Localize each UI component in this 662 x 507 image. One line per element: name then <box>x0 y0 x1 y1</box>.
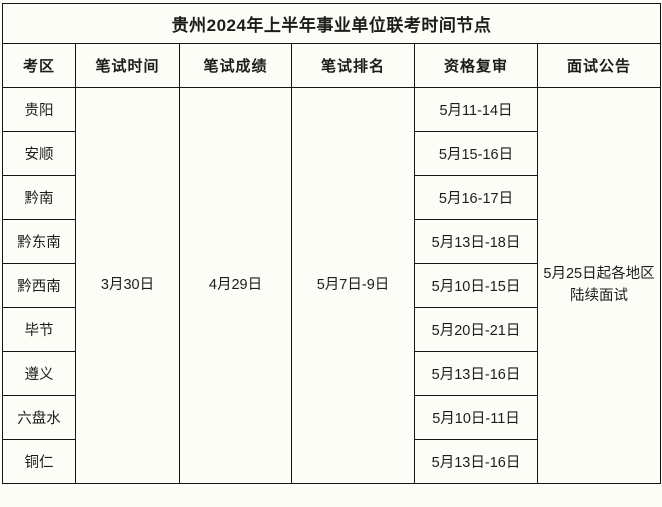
region-cell: 黔东南 <box>2 219 76 264</box>
table-row: 黔西南 5月10日-15日 <box>2 263 661 308</box>
table-row: 六盘水 5月10日-11日 <box>2 395 661 440</box>
qualification-review-cell: 5月10日-15日 <box>414 263 538 308</box>
table-row: 黔南 5月16-17日 <box>2 175 661 220</box>
column-header-interview-notice: 面试公告 <box>536 43 662 88</box>
written-exam-ranking-cell: 5月7日-9日 <box>291 87 415 484</box>
region-cell: 黔西南 <box>2 263 76 308</box>
qualification-review-cell: 5月13日-18日 <box>414 219 538 264</box>
column-header-written-exam-time: 笔试时间 <box>75 43 180 88</box>
interview-notice-cell: 5月25日起各地区陆续面试 <box>536 87 662 484</box>
table-row: 安顺 5月15-16日 <box>2 131 661 176</box>
region-cell: 六盘水 <box>2 395 76 440</box>
region-cell: 黔南 <box>2 175 76 220</box>
region-cell: 铜仁 <box>2 439 76 484</box>
table-row: 贵阳 3月30日 4月29日 5月7日-9日 5月11-14日 5月25日起各地… <box>2 87 662 484</box>
written-exam-score-cell: 4月29日 <box>179 87 292 484</box>
table-row: 毕节 5月20日-21日 <box>2 307 661 352</box>
qualification-review-cell: 5月11-14日 <box>414 87 538 132</box>
qualification-review-cell: 5月13日-16日 <box>414 439 538 484</box>
region-cell: 贵阳 <box>2 87 76 132</box>
header-row: 考区 笔试时间 笔试成绩 笔试排名 资格复审 面试公告 <box>2 43 662 88</box>
column-header-region: 考区 <box>2 43 76 88</box>
table-title: 贵州2024年上半年事业单位联考时间节点 <box>1 3 662 44</box>
qualification-review-cell: 5月20日-21日 <box>414 307 538 352</box>
qualification-review-cell: 5月15-16日 <box>414 131 538 176</box>
qualification-review-cell: 5月10日-11日 <box>414 395 538 440</box>
region-cell: 安顺 <box>2 131 76 176</box>
table-row: 遵义 5月13日-16日 <box>2 351 661 396</box>
table-row: 铜仁 5月13日-16日 <box>2 439 661 484</box>
column-header-written-exam-ranking: 笔试排名 <box>291 43 415 88</box>
column-header-qualification-review: 资格复审 <box>414 43 538 88</box>
region-cell: 遵义 <box>2 351 76 396</box>
exam-schedule-table: 贵州2024年上半年事业单位联考时间节点 考区 笔试时间 笔试成绩 笔试排名 资… <box>1 3 662 484</box>
title-row: 贵州2024年上半年事业单位联考时间节点 <box>1 3 662 44</box>
qualification-review-cell: 5月16-17日 <box>414 175 538 220</box>
qualification-review-cell: 5月13日-16日 <box>414 351 538 396</box>
column-header-written-exam-score: 笔试成绩 <box>179 43 292 88</box>
written-exam-time-cell: 3月30日 <box>75 87 180 484</box>
table-row: 黔东南 5月13日-18日 <box>2 219 661 264</box>
region-cell: 毕节 <box>2 307 76 352</box>
